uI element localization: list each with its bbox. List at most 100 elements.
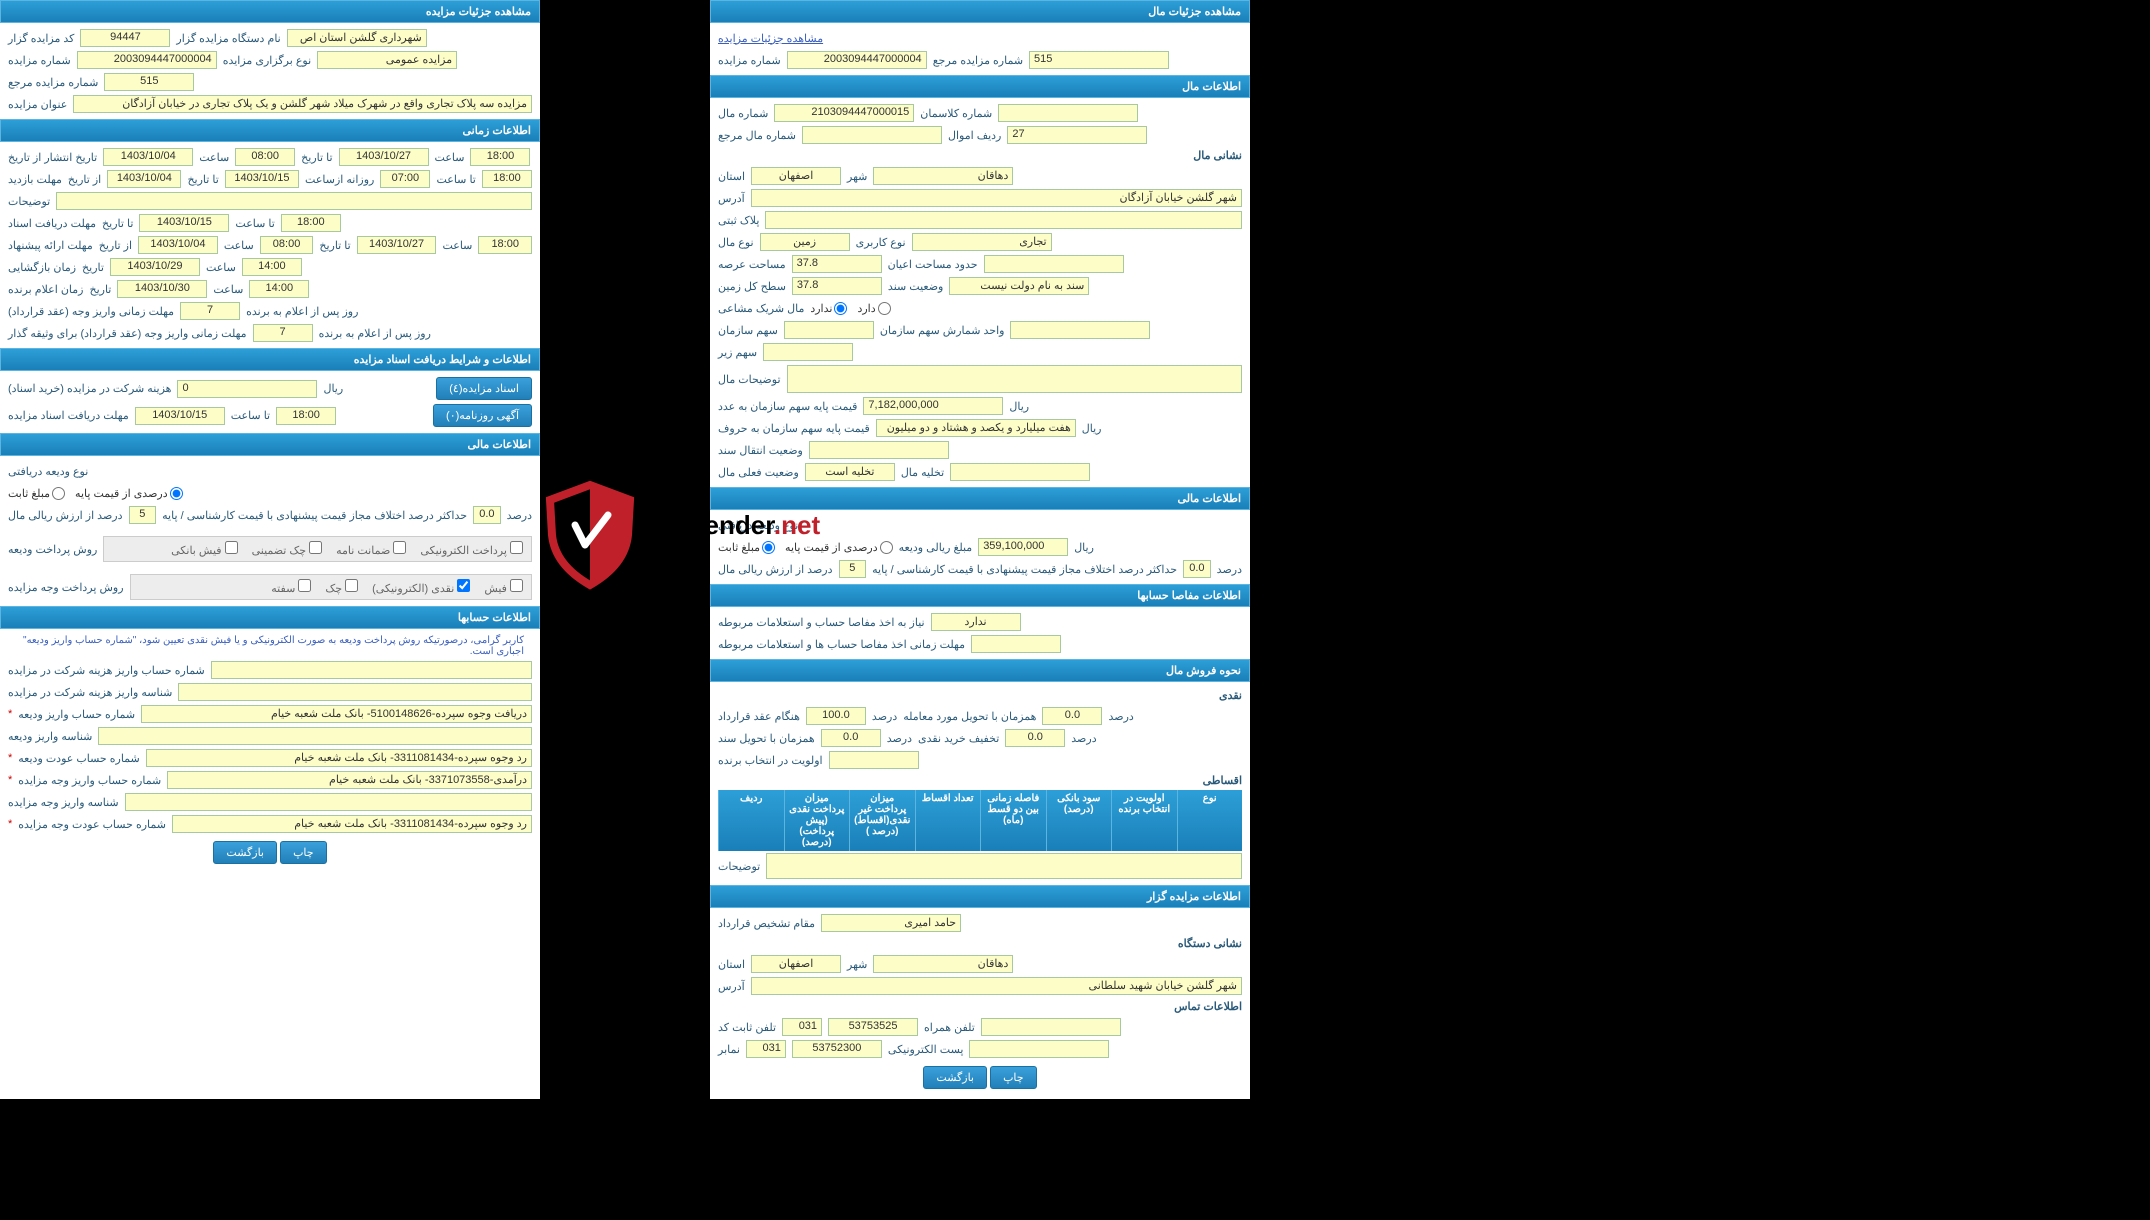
lbl: درصد [1108, 710, 1133, 723]
baseprice-field: 7,182,000,000 [863, 397, 1003, 415]
date-field: 1403/10/04 [103, 148, 193, 166]
print-button[interactable]: چاپ [280, 841, 327, 864]
acct-field [125, 793, 532, 811]
lbl: درصد از ارزش ریالی مال [8, 509, 123, 522]
sec-fin-hdr: اطلاعات مالی [0, 433, 540, 456]
type-label: نوع برگزاری مزایده [223, 54, 311, 67]
lbl: آدرس [718, 980, 745, 993]
right-panel: مشاهده جزئیات مزایده کد مزایده گزار 9444… [0, 0, 540, 1099]
desc-field [56, 192, 532, 210]
ap-check: فیش [484, 579, 523, 595]
num-field: 2003094447000004 [787, 51, 927, 69]
lbl: شماره مزایده مرجع [933, 54, 1023, 67]
amount-field: 359,100,000 [978, 538, 1068, 556]
lbl: ریال [1082, 422, 1102, 435]
lbl: از تاریخ [99, 239, 132, 252]
lbl: تا تاریخ [319, 239, 350, 252]
docs-button[interactable]: اسناد مزایده(٤) [436, 377, 532, 400]
pct-field: 0.0 [1042, 707, 1102, 725]
date-field: 1403/10/04 [107, 170, 181, 188]
diff-field: 0.0 [1183, 560, 1211, 578]
lbl: ردیف اموال [948, 129, 1001, 142]
lbl: هنگام عقد قرارداد [718, 710, 800, 723]
code-field: 031 [746, 1040, 786, 1058]
lbl: ساعت [442, 239, 472, 252]
back-button[interactable]: بازگشت [923, 1066, 987, 1089]
left-panel: مشاهده جزئیات مال مشاهده جزئیات مزایده ش… [710, 0, 1250, 1099]
acct-field: رد وجوه سپرده-3311081434- بانک ملت شعبه … [172, 815, 532, 833]
acct-field: رد وجوه سپرده-3311081434- بانک ملت شعبه … [146, 749, 532, 767]
sub-hdr: اطلاعات تماس [718, 997, 1242, 1016]
back-button[interactable]: بازگشت [213, 841, 277, 864]
lbl: قیمت پایه سهم سازمان به حروف [718, 422, 870, 435]
sec-details-hdr: مشاهده جزئیات مزایده [0, 0, 540, 23]
lbl: درصد [1071, 732, 1096, 745]
lbl: حداکثر درصد اختلاف مجاز قیمت پیشنهادی با… [872, 563, 1177, 576]
pm-check: فیش بانکی [171, 541, 237, 557]
unit-field [1010, 321, 1150, 339]
lbl: مقام تشخیص قرارداد [718, 917, 815, 930]
lbl: شناسه واریز هزینه شرکت در مزایده [8, 686, 172, 699]
pm-check: پرداخت الکترونیکی [420, 541, 523, 557]
type-field: مزایده عمومی [317, 51, 457, 69]
ap-check: سفته [271, 579, 311, 595]
details-link[interactable]: مشاهده جزئیات مزایده [718, 32, 823, 45]
lbl: روش پرداخت ودیعه [8, 543, 97, 556]
subject-label: عنوان مزایده [8, 98, 67, 111]
subject-field: مزایده سه پلاک تجاری واقع در شهرک میلاد … [73, 95, 532, 113]
deptype-radio[interactable]: درصدی از قیمت پایه مبلغ ثابت [718, 541, 893, 554]
lbl: روز پس از اعلام به برنده [246, 305, 358, 318]
lbl: واحد شمارش سهم سازمان [880, 324, 1005, 337]
lbl: درصد [887, 732, 912, 745]
news-button[interactable]: آگهی روزنامه(٠) [433, 404, 532, 427]
city-field: دهاقان [873, 167, 1013, 185]
lbl: همزمان با تحویل مورد معامله [903, 710, 1036, 723]
lbl: زمان بازگشایی [8, 261, 76, 274]
deposit-type-radio[interactable]: درصدی از قیمت پایه مبلغ ثابت [8, 487, 183, 500]
city-field: دهاقان [873, 955, 1013, 973]
province-field: اصفهان [751, 955, 841, 973]
lbl: از تاریخ [68, 173, 101, 186]
vacate-field [950, 463, 1090, 481]
need-field: ندارد [931, 613, 1021, 631]
lbl: نمابر [718, 1043, 740, 1056]
installment-table-hdr: ردیف میزان پرداخت نقدی (پیش پرداخت)(درصد… [718, 790, 1242, 851]
pm-check: چک تضمینی [252, 541, 323, 557]
sub-hdr: نقدی [718, 686, 1242, 705]
org-label: نام دستگاه مزایده گزار [176, 32, 280, 45]
ap-check: چک [325, 579, 358, 595]
refrow-field: 27 [1007, 126, 1147, 144]
lbl: همزمان با تحویل سند [718, 732, 815, 745]
fee-field: 0 [177, 380, 317, 398]
code-field: 94447 [80, 29, 170, 47]
print-button[interactable]: چاپ [990, 1066, 1037, 1089]
lbl: تا تاریخ [102, 217, 133, 230]
pct-field: 0.0 [821, 729, 881, 747]
code-label: کد مزایده گزار [8, 32, 74, 45]
sub-hdr: اقساطی [718, 771, 1242, 790]
lbl: پلاک ثبتی [718, 214, 759, 227]
lbl: مال شریک مشاعی [718, 302, 804, 315]
lbl: شماره مال مرجع [718, 129, 796, 142]
baseprice-w-field: هفت میلیارد و یکصد و هشتاد و دو میلیون [876, 419, 1076, 437]
address-field: شهر گلشن خیابان آزادگان [751, 189, 1242, 207]
sub-hdr: نشانی مال [718, 146, 1242, 165]
lbl: ریال [323, 382, 343, 395]
sec-fin2-hdr: اطلاعات مالی [710, 487, 1250, 510]
lbl: استان [718, 170, 745, 183]
lbl: شناسه واریز ودیعه [8, 730, 92, 743]
lbl: حداکثر درصد اختلاف مجاز قیمت پیشنهادی با… [162, 509, 467, 522]
pct-field: 0.0 [1005, 729, 1065, 747]
lbl: مهلت دریافت اسناد مزایده [8, 409, 129, 422]
lbl: تخفیف خرید نقدی [918, 732, 999, 745]
time-field: 18:00 [482, 170, 532, 188]
lbl: تاریخ انتشار از تاریخ [8, 151, 97, 164]
shared-radio[interactable]: دارد ندارد [810, 302, 890, 315]
date-field: 1403/10/04 [138, 236, 218, 254]
lbl: شهر [847, 170, 867, 183]
lbl: مساحت عرصه [718, 258, 786, 271]
acct-field: دریافت وجوه سپرده-5100148626- بانک ملت ش… [141, 705, 532, 723]
lbl: ساعت [213, 283, 243, 296]
priority-field [829, 751, 919, 769]
ref-label: شماره مزایده مرجع [8, 76, 98, 89]
